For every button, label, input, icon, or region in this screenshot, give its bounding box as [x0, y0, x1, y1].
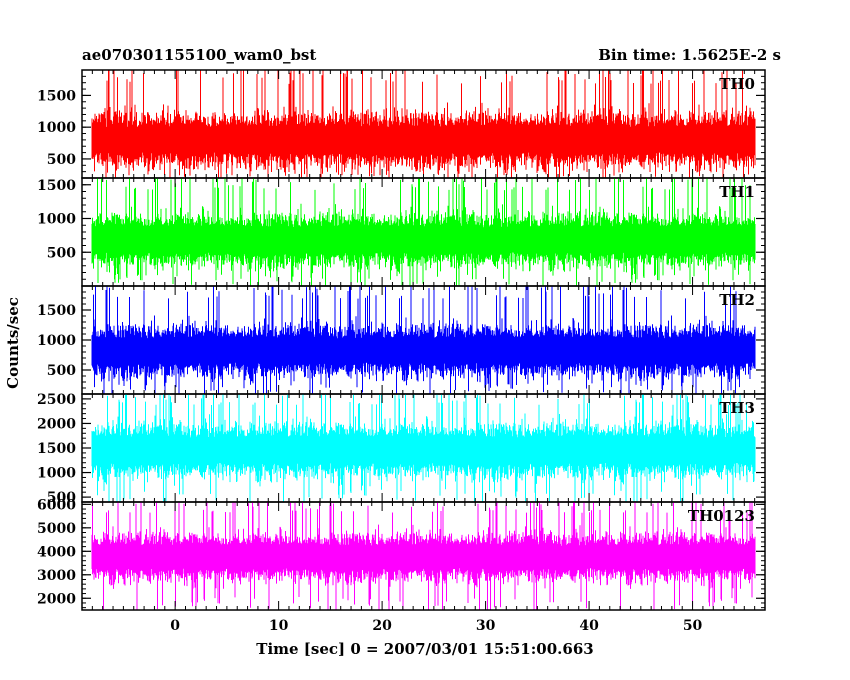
y-tick-label: 1000	[37, 212, 76, 228]
y-tick-label: 6000	[37, 497, 76, 513]
panel-th1: 500 1000 1500 TH1	[37, 177, 766, 287]
x-tick-label: 10	[269, 618, 289, 634]
y-tick-label: 500	[47, 363, 76, 379]
x-tick-label: 0	[170, 618, 180, 634]
series-th2	[91, 286, 756, 394]
y-tick-label: 3000	[37, 568, 76, 584]
panel-label: TH2	[719, 291, 755, 309]
x-tick-label: 20	[372, 618, 392, 634]
y-tick-label: 2500	[37, 392, 76, 408]
y-tick-label: 1500	[37, 178, 76, 194]
y-tick-label: 5000	[37, 521, 76, 537]
y-tick-label: 500	[47, 490, 76, 506]
panel-label: TH0	[719, 75, 755, 93]
bin-time-label: Bin time: 1.5625E-2 s	[598, 46, 781, 64]
y-tick-label: 1000	[37, 466, 76, 482]
x-tick-label: 50	[683, 618, 703, 634]
panel-th2: 500 1000 1500 TH2	[37, 285, 766, 395]
y-tick-label: 500	[47, 152, 76, 168]
y-tick-label: 500	[47, 245, 76, 261]
y-axis-label: Counts/sec	[4, 297, 22, 389]
y-tick-label: 1000	[37, 120, 76, 136]
y-tick-label: 1000	[37, 333, 76, 349]
x-axis-label: Time [sec] 0 = 2007/03/01 15:51:00.663	[256, 640, 593, 658]
panel-th0: 500 1000 1500 TH0	[37, 69, 766, 179]
y-tick-label: 2000	[37, 416, 76, 432]
series-th3	[91, 394, 756, 502]
y-tick-label: 4000	[37, 544, 76, 560]
chart-title: ae070301155100_wam0_bst	[82, 46, 316, 64]
x-tick-label: 30	[476, 618, 496, 634]
panel-label: TH3	[719, 399, 755, 417]
x-tick-label: 40	[579, 618, 599, 634]
panel-label: TH0123	[688, 507, 755, 525]
series-th0123	[91, 502, 756, 610]
y-tick-label: 1500	[37, 88, 76, 104]
panel-label: TH1	[719, 183, 755, 201]
y-tick-label: 2000	[37, 591, 76, 607]
panel-th3: 500 1000 1500 2000 2500 TH3	[37, 392, 766, 506]
series-th0	[91, 70, 756, 178]
panel-th0123: 2000 3000 4000 5000 6000 TH0123	[37, 497, 766, 611]
y-tick-label: 1500	[37, 303, 76, 319]
series-th1	[91, 178, 756, 286]
y-tick-label: 1500	[37, 441, 76, 457]
